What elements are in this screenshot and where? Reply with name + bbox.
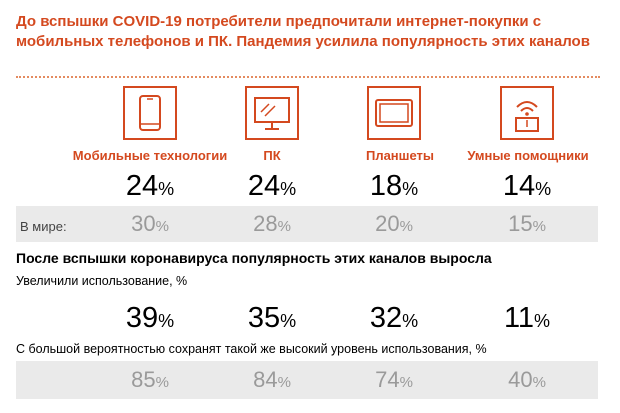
increased-value-smart-assistants: 11% [503,302,551,334]
smart-speaker-icon [500,86,554,140]
tablet-icon [367,86,421,140]
smartphone-icon [123,86,177,140]
category-label-smart-assistants: Умные помощники [467,148,589,163]
category-label-mobile: Мобильные технологии [72,148,228,163]
before-value-pc: 24% [247,170,297,202]
retain-row [16,361,598,399]
retain-value-smart-assistants: 40% [508,367,546,392]
headline: До вспышки COVID-19 потребители предпочи… [16,13,590,50]
world-value-tablets: 20% [375,211,413,236]
category-label-tablets: Планшеты [365,148,435,163]
increased-value-tablets: 32% [369,302,419,334]
increased-value-mobile: 39% [125,302,175,334]
category-label-pc: ПК [263,148,281,163]
divider [16,76,600,78]
world-label: В мире: [20,219,67,234]
world-row [16,206,598,242]
before-value-smart-assistants: 14% [502,170,552,202]
increased-label: Увеличили использование, % [16,274,188,288]
before-value-mobile: 24% [125,170,175,202]
retain-value-mobile: 85% [131,367,169,392]
retain-value-tablets: 74% [375,367,413,392]
world-value-pc: 28% [253,211,291,236]
increased-value-pc: 35% [247,302,297,334]
before-value-tablets: 18% [369,170,419,202]
retain-value-pc: 84% [253,367,291,392]
after-heading: После вспышки коронавируса популярность … [16,250,492,266]
retain-label: С большой вероятностью сохранят такой же… [16,342,487,356]
world-value-mobile: 30% [131,211,169,236]
world-value-smart-assistants: 15% [508,211,546,236]
monitor-icon [245,86,299,140]
